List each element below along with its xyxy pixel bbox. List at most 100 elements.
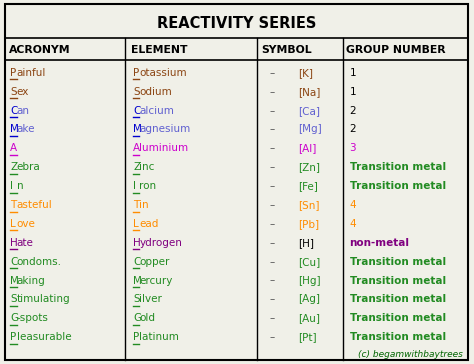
- Text: ex: ex: [17, 87, 29, 97]
- Text: ondoms.: ondoms.: [17, 257, 62, 267]
- Text: [H]: [H]: [298, 238, 314, 248]
- Text: –: –: [269, 276, 274, 285]
- Text: P: P: [10, 332, 17, 342]
- Text: [Hg]: [Hg]: [298, 276, 320, 285]
- Text: GROUP NUMBER: GROUP NUMBER: [346, 45, 446, 55]
- Text: ACRONYM: ACRONYM: [9, 45, 70, 55]
- Text: an: an: [17, 106, 29, 116]
- Text: (c) begamwithbaytrees: (c) begamwithbaytrees: [358, 351, 463, 359]
- Text: 3: 3: [350, 143, 356, 153]
- Text: otassium: otassium: [139, 68, 187, 78]
- Text: –: –: [269, 124, 274, 134]
- Text: M: M: [10, 276, 19, 285]
- Text: SYMBOL: SYMBOL: [261, 45, 312, 55]
- Text: ercury: ercury: [139, 276, 173, 285]
- Text: 2: 2: [350, 124, 356, 134]
- Text: opper: opper: [139, 257, 170, 267]
- Text: ELEMENT: ELEMENT: [131, 45, 188, 55]
- Text: [Al]: [Al]: [298, 143, 316, 153]
- Text: 1: 1: [350, 87, 356, 97]
- Text: Transition metal: Transition metal: [350, 181, 446, 191]
- Text: ebra: ebra: [17, 162, 40, 172]
- Text: old: old: [139, 313, 155, 323]
- Text: H: H: [133, 238, 141, 248]
- Text: 2: 2: [350, 106, 356, 116]
- Text: Z: Z: [10, 162, 18, 172]
- Text: in: in: [139, 200, 149, 210]
- Text: M: M: [10, 124, 19, 134]
- FancyBboxPatch shape: [5, 4, 468, 360]
- Text: L: L: [133, 219, 139, 229]
- Text: odium: odium: [139, 87, 172, 97]
- Text: –: –: [269, 106, 274, 116]
- Text: A: A: [10, 143, 18, 153]
- Text: –: –: [269, 332, 274, 342]
- Text: A: A: [133, 143, 140, 153]
- Text: P: P: [133, 68, 139, 78]
- Text: S: S: [10, 87, 17, 97]
- Text: T: T: [133, 200, 139, 210]
- Text: ead: ead: [139, 219, 159, 229]
- Text: –: –: [269, 162, 274, 172]
- Text: luminium: luminium: [139, 143, 189, 153]
- Text: REACTIVITY SERIES: REACTIVITY SERIES: [156, 16, 316, 31]
- Text: Z: Z: [133, 162, 140, 172]
- Text: [Mg]: [Mg]: [298, 124, 321, 134]
- Text: –: –: [269, 87, 274, 97]
- Text: M: M: [133, 276, 142, 285]
- Text: C: C: [133, 106, 141, 116]
- Text: P: P: [10, 68, 17, 78]
- Text: [Pt]: [Pt]: [298, 332, 316, 342]
- Text: ron: ron: [139, 181, 156, 191]
- Text: non-metal: non-metal: [350, 238, 410, 248]
- Text: [Cu]: [Cu]: [298, 257, 320, 267]
- Text: agnesium: agnesium: [139, 124, 191, 134]
- Text: S: S: [133, 87, 140, 97]
- Text: Transition metal: Transition metal: [350, 313, 446, 323]
- Text: G: G: [10, 313, 18, 323]
- Text: H: H: [10, 238, 18, 248]
- Text: S: S: [133, 294, 140, 304]
- Text: Transition metal: Transition metal: [350, 332, 446, 342]
- Text: n: n: [17, 181, 23, 191]
- Text: Transition metal: Transition metal: [350, 162, 446, 172]
- Text: [K]: [K]: [298, 68, 313, 78]
- Text: –: –: [269, 257, 274, 267]
- Text: [Na]: [Na]: [298, 87, 320, 97]
- Text: [Au]: [Au]: [298, 313, 319, 323]
- Text: ate: ate: [17, 238, 33, 248]
- Text: Transition metal: Transition metal: [350, 257, 446, 267]
- Text: asteful: asteful: [17, 200, 52, 210]
- Text: –: –: [269, 219, 274, 229]
- Text: –: –: [269, 200, 274, 210]
- Text: ove: ove: [17, 219, 36, 229]
- Text: ilver: ilver: [139, 294, 162, 304]
- Text: L: L: [10, 219, 16, 229]
- Text: I: I: [10, 181, 13, 191]
- Text: P: P: [133, 332, 139, 342]
- Text: [Sn]: [Sn]: [298, 200, 319, 210]
- Text: [Zn]: [Zn]: [298, 162, 319, 172]
- Text: leasurable: leasurable: [17, 332, 71, 342]
- Text: 4: 4: [350, 219, 356, 229]
- Text: –: –: [269, 313, 274, 323]
- Text: G: G: [133, 313, 141, 323]
- Text: latinum: latinum: [139, 332, 179, 342]
- Text: T: T: [10, 200, 17, 210]
- Text: ydrogen: ydrogen: [139, 238, 182, 248]
- Text: [Ca]: [Ca]: [298, 106, 319, 116]
- Text: –: –: [269, 181, 274, 191]
- Text: inc: inc: [139, 162, 155, 172]
- Text: 4: 4: [350, 200, 356, 210]
- Text: S: S: [10, 294, 17, 304]
- Text: alcium: alcium: [139, 106, 174, 116]
- Text: [Fe]: [Fe]: [298, 181, 318, 191]
- Text: ainful: ainful: [17, 68, 46, 78]
- Text: –: –: [269, 238, 274, 248]
- Text: C: C: [10, 257, 18, 267]
- Text: M: M: [133, 124, 142, 134]
- Text: I: I: [133, 181, 136, 191]
- Text: aking: aking: [17, 276, 46, 285]
- Text: C: C: [133, 257, 141, 267]
- Text: C: C: [10, 106, 18, 116]
